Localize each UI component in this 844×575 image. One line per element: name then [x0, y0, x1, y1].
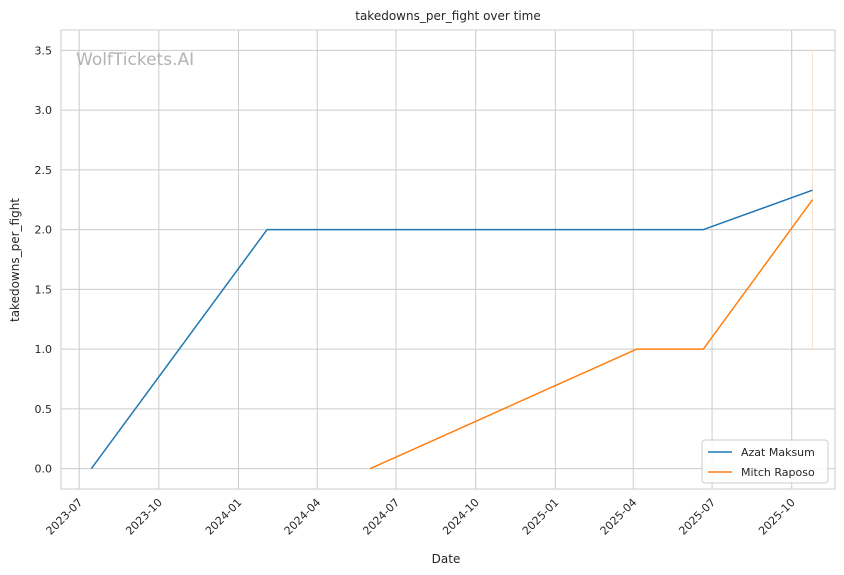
series-line-mitch-raposo	[369, 199, 814, 470]
y-tick-label: 0.0	[35, 463, 53, 476]
x-tick-label: 2025-10	[756, 496, 798, 538]
x-tick-label: 2025-04	[598, 496, 640, 538]
y-tick-label: 3.0	[35, 104, 53, 117]
legend-label-azat: Azat Maksum	[741, 446, 815, 459]
x-tick-label: 2024-01	[203, 496, 245, 538]
legend: Azat Maksum Mitch Raposo	[701, 439, 829, 484]
y-tick-label: 2.5	[35, 164, 53, 177]
y-tick-label: 1.0	[35, 343, 53, 356]
x-tick-label: 2024-07	[360, 496, 402, 538]
x-tick-label: 2023-10	[123, 496, 165, 538]
x-tick-label: 2024-04	[282, 496, 324, 538]
y-axis-label: takedowns_per_fight	[8, 198, 22, 322]
x-tick-label: 2023-07	[44, 496, 86, 538]
series-line-azat-maksum	[90, 189, 813, 470]
chart-title: takedowns_per_fight over time	[355, 9, 541, 23]
x-tick-label: 2024-10	[440, 496, 482, 538]
y-tick-label: 3.5	[35, 44, 53, 57]
x-axis: 2023-07 2023-10 2024-01 2024-04 2024-07 2024-…	[44, 496, 798, 538]
y-tick-label: 0.5	[35, 403, 53, 416]
y-tick-label: 1.5	[35, 283, 53, 296]
x-axis-label: Date	[432, 552, 461, 566]
legend-label-mitch: Mitch Raposo	[741, 466, 815, 479]
series-layer	[90, 50, 814, 470]
grid	[61, 30, 835, 489]
watermark: WolfTickets.AI	[76, 50, 194, 70]
y-tick-label: 2.0	[35, 224, 53, 237]
legend-box	[701, 439, 829, 484]
x-tick-label: 2025-01	[520, 496, 562, 538]
y-axis: 0.0 0.5 1.0 1.5 2.0 2.5 3.0 3.5	[35, 44, 53, 475]
plot-frame	[60, 29, 836, 490]
x-tick-label: 2025-07	[676, 496, 718, 538]
